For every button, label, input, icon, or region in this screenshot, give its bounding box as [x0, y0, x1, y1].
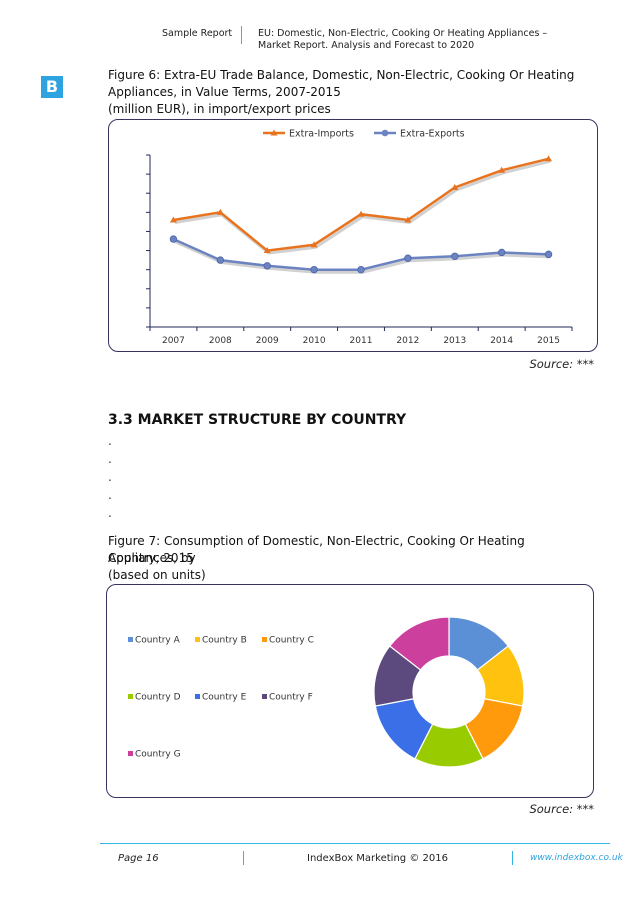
x-tick-label: 2007: [162, 336, 185, 346]
legend-marker: [381, 129, 389, 137]
figure7-chart-frame: Country A Country B Country C Country D Coun…: [106, 584, 594, 798]
series-line-exports: [172, 237, 549, 271]
figure7-caption-line2: Country, 2015: [108, 551, 194, 565]
data-point: [404, 216, 412, 223]
figure7-source: Source: ***: [529, 802, 594, 816]
data-point: [169, 216, 177, 223]
data-point: [216, 256, 225, 264]
ellipsis-dot-3: .: [108, 470, 112, 484]
data-point: [544, 250, 553, 259]
donut-slice: [388, 616, 450, 671]
legend-label: Country A: [135, 636, 181, 646]
section-title: 3.3 MARKET STRUCTURE BY COUNTRY: [108, 412, 407, 428]
legend-label: Country B: [202, 636, 247, 646]
data-point: [451, 252, 459, 260]
legend-label: Country D: [135, 693, 181, 703]
legend-label: Country E: [202, 693, 247, 703]
data-point: [310, 265, 318, 274]
footer-page-number: Page 16: [118, 853, 159, 864]
x-tick-label: 2010: [303, 336, 326, 346]
legend-swatch: [128, 637, 133, 642]
indexbox-logo: B: [41, 76, 63, 98]
footer-divider: [100, 843, 610, 844]
header-report-type: Sample Report: [162, 28, 233, 39]
x-tick-label: 2012: [396, 336, 419, 346]
figure6-source: Source: ***: [529, 357, 594, 371]
figure6-caption-line1: Figure 6: Extra-EU Trade Balance, Domest…: [108, 68, 575, 82]
legend-label: Country G: [135, 750, 181, 760]
series-shadow: [174, 159, 551, 255]
figure6-chart-frame: 2007 2008 2009 2010 2011 2012 2013 2014 2015 Extr…: [108, 119, 598, 352]
legend-label: Extra-Imports: [289, 129, 354, 140]
legend-swatch: [195, 694, 200, 699]
x-tick-label: 2009: [256, 336, 279, 346]
ellipsis-dot-2: .: [108, 452, 112, 466]
data-point: [310, 241, 318, 248]
legend-swatch: [262, 694, 267, 699]
legend-label: Extra-Exports: [400, 129, 465, 140]
data-point: [545, 155, 553, 162]
data-point: [451, 183, 459, 190]
data-point: [357, 265, 365, 274]
header-divider: [241, 26, 242, 44]
header-report-title: EU: Domestic, Non-Electric, Cooking Or H…: [258, 28, 548, 51]
legend-label: Country F: [269, 693, 313, 703]
figure7-caption-line1: Figure 7: Consumption of Domestic, Non-E…: [108, 534, 525, 565]
x-tick-label: 2014: [490, 336, 513, 346]
legend-label: Country C: [269, 636, 314, 646]
footer-separator-2: [512, 851, 513, 865]
footer-separator-1: [243, 851, 244, 865]
data-point: [404, 254, 412, 262]
figure6-caption-line2: Appliances, in Value Terms, 2007-2015: [108, 85, 341, 99]
legend-swatch: [128, 694, 133, 699]
trade-balance-line-chart: 2007 2008 2009 2010 2011 2012 2013 2014 2015 Extr…: [146, 129, 573, 346]
data-point: [497, 248, 506, 257]
ellipsis-dot-1: .: [108, 434, 112, 448]
figure6-caption-line3: (million EUR), in import/export prices: [108, 102, 331, 116]
x-tick-label: 2013: [443, 336, 466, 346]
series-line-imports: [173, 157, 549, 252]
data-point: [169, 235, 178, 243]
consumption-donut-chart: Country A Country B Country C Country D Coun…: [128, 616, 525, 768]
legend-marker: [270, 129, 278, 136]
footer-copyright: IndexBox Marketing © 2016: [307, 853, 448, 864]
data-point: [498, 166, 506, 173]
x-tick-label: 2011: [350, 336, 373, 346]
ellipsis-dot-5: .: [108, 506, 112, 520]
data-point: [263, 262, 271, 270]
figure7-caption-line3: (based on units): [108, 568, 206, 582]
x-tick-label: 2015: [537, 336, 560, 346]
data-point: [216, 208, 224, 215]
data-point: [263, 247, 271, 254]
data-point: [357, 210, 365, 217]
legend-swatch: [195, 637, 200, 642]
legend-swatch: [128, 751, 133, 756]
legend-swatch: [262, 637, 267, 642]
x-tick-label: 2008: [209, 336, 232, 346]
ellipsis-dot-4: .: [108, 488, 112, 502]
footer-website-link[interactable]: www.indexbox.co.uk: [530, 853, 623, 863]
